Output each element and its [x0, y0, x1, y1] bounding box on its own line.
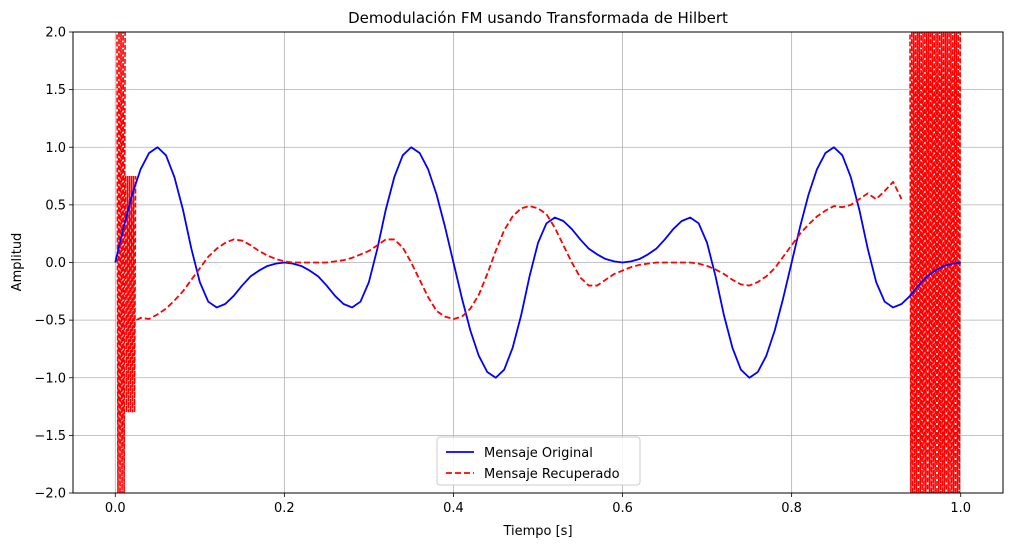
- series-line-original: [114, 146, 961, 379]
- y-axis-title: Amplitud: [10, 233, 25, 292]
- y-tick-label: −1.0: [34, 371, 66, 386]
- y-tick-label: −1.5: [34, 429, 66, 444]
- x-axis-title: Tiempo [s]: [502, 524, 572, 539]
- legend: Mensaje Original Mensaje Recuperado: [436, 436, 641, 486]
- legend-label-recovered: Mensaje Recuperado: [484, 467, 620, 482]
- y-tick-label: −0.5: [34, 314, 66, 329]
- series-line-recovered: [135, 180, 903, 321]
- y-tick-label: 0.5: [45, 198, 66, 213]
- x-tick-label: 0.6: [612, 501, 633, 516]
- y-tick-label: 1.5: [45, 83, 66, 98]
- x-axis-ticks: 0.0 0.2 0.4 0.6 0.8 1.0: [105, 493, 971, 516]
- y-axis-ticks: −2.0 −1.5 −1.0 −0.5 0.0 0.5 1.0 1.5 2.0: [34, 26, 73, 502]
- y-tick-label: −2.0: [34, 487, 66, 502]
- x-tick-label: 0.4: [443, 501, 464, 516]
- x-tick-label: 0.0: [105, 501, 126, 516]
- y-tick-label: 1.0: [45, 141, 66, 156]
- series-layer: [114, 32, 961, 493]
- x-tick-label: 0.2: [274, 501, 295, 516]
- recovered-edge-artifact: [116, 32, 126, 493]
- x-tick-label: 0.8: [781, 501, 802, 516]
- legend-box: [436, 436, 641, 486]
- x-tick-label: 1.0: [950, 501, 971, 516]
- legend-label-original: Mensaje Original: [484, 446, 593, 461]
- chart-title: Demodulación FM usando Transformada de H…: [348, 9, 728, 27]
- recovered-edge-artifact: [124, 176, 137, 413]
- y-tick-label: 0.0: [45, 256, 66, 271]
- y-tick-label: 2.0: [45, 26, 66, 41]
